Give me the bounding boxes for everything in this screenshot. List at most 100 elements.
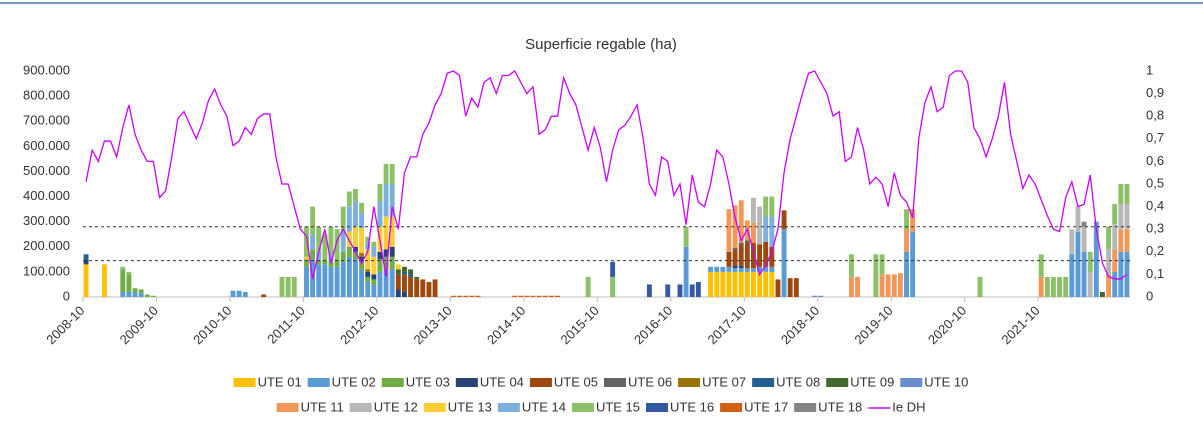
bar-segment xyxy=(1075,206,1081,232)
bar-segment xyxy=(769,216,775,247)
bar-segment xyxy=(304,256,309,260)
bar-segment xyxy=(408,276,414,297)
bar-segment xyxy=(897,273,903,297)
bar-segment xyxy=(101,264,107,297)
x-tick-label: 2009-10 xyxy=(117,303,161,347)
bar-segment xyxy=(383,256,389,270)
bar-segment xyxy=(1044,276,1050,297)
bar-segment xyxy=(383,249,389,257)
bar-segment xyxy=(83,254,89,260)
bar-segment xyxy=(340,251,346,262)
bar-segment xyxy=(365,236,371,242)
bar-segment xyxy=(665,284,671,297)
legend-label: UTE 12 xyxy=(374,399,418,414)
bar-segment xyxy=(328,261,334,267)
bar-segment xyxy=(793,278,799,297)
bar-segment xyxy=(1087,271,1093,297)
bar-segment xyxy=(353,246,358,252)
y2-tick-label: 0,8 xyxy=(1146,108,1164,123)
bar-segment xyxy=(726,266,732,272)
bar-segment xyxy=(353,201,358,227)
y2-tick-label: 0,3 xyxy=(1146,221,1164,236)
bar-segment xyxy=(304,266,309,297)
y-tick-label: 400.000 xyxy=(23,188,70,203)
bar-segment xyxy=(750,243,756,269)
x-tick-label: 2012-10 xyxy=(337,303,381,347)
bar-segment xyxy=(365,271,371,277)
bar-segment xyxy=(389,163,395,184)
y-tick-label: 900.000 xyxy=(23,62,70,77)
bar-segment xyxy=(904,251,909,297)
bar-segment xyxy=(150,295,156,297)
legend-label: UTE 18 xyxy=(818,399,862,414)
bar-segment xyxy=(879,274,885,297)
legend-swatch xyxy=(276,403,299,412)
bar-segment xyxy=(310,249,316,260)
legend-swatch xyxy=(381,378,404,387)
bar-segment xyxy=(750,271,756,297)
bar-segment xyxy=(120,291,126,297)
bar-segment xyxy=(242,291,248,297)
bar-segment xyxy=(714,266,720,272)
bar-segment xyxy=(328,266,334,297)
legend-label: UTE 09 xyxy=(850,374,894,389)
bar-segment xyxy=(383,216,389,250)
bar-segment xyxy=(848,276,854,297)
bar-segment xyxy=(426,281,432,297)
bar-segment xyxy=(316,264,322,297)
legend-swatch xyxy=(423,403,446,412)
bar-segment xyxy=(377,251,383,260)
bar-segment xyxy=(1106,226,1112,250)
legend-label: UTE 10 xyxy=(924,374,968,389)
legend-swatch xyxy=(349,403,372,412)
bar-segment xyxy=(304,226,309,257)
bar-segment xyxy=(910,231,916,297)
bar-segment xyxy=(83,259,89,265)
legend-swatch xyxy=(307,378,330,387)
y2-tick-label: 0,4 xyxy=(1146,198,1164,213)
bar-segment xyxy=(1069,254,1075,297)
bar-segment xyxy=(812,295,818,297)
x-tick-label: 2016-10 xyxy=(631,303,675,347)
bar-segment xyxy=(610,261,616,277)
bar-segment xyxy=(334,259,340,267)
bar-segment xyxy=(1051,276,1056,297)
bar-segment xyxy=(763,266,769,272)
bar-segment xyxy=(1057,276,1063,297)
bar-segment xyxy=(401,291,407,297)
bar-segment xyxy=(744,243,750,269)
bar-segment xyxy=(1081,251,1087,297)
y2-tick-label: 0,5 xyxy=(1146,175,1164,190)
bar-segment xyxy=(714,271,720,297)
bar-segment xyxy=(340,206,346,232)
bar-segment xyxy=(518,295,524,297)
bar-segment xyxy=(873,254,879,297)
bar-segment xyxy=(132,291,138,297)
bar-segment xyxy=(377,271,383,297)
bar-segment xyxy=(469,295,475,297)
legend-swatch xyxy=(720,403,743,412)
bar-segment xyxy=(401,271,407,275)
y-tick-label: 200.000 xyxy=(23,238,70,253)
legend-label: UTE 17 xyxy=(744,399,788,414)
bar-segment xyxy=(138,289,144,294)
x-tick-label: 2014-10 xyxy=(484,303,528,347)
bar-segment xyxy=(757,206,763,245)
bar-segment xyxy=(328,226,334,255)
bar-segment xyxy=(1124,204,1130,230)
bar-segment xyxy=(371,241,377,247)
y2-tick-label: 1 xyxy=(1146,62,1153,77)
bar-segment xyxy=(750,222,756,244)
bar-segment xyxy=(395,264,401,270)
bar-segment xyxy=(732,250,738,266)
legend-label: UTE 05 xyxy=(554,374,598,389)
bar-segment xyxy=(677,284,683,297)
bar-segment xyxy=(683,226,689,247)
bar-segment xyxy=(334,266,340,297)
bar-segment xyxy=(359,256,365,262)
x-tick-label: 2010-10 xyxy=(190,303,234,347)
bar-segment xyxy=(389,216,395,247)
bar-segment xyxy=(310,234,316,250)
bar-segment xyxy=(371,246,377,257)
bar-segment xyxy=(1112,204,1118,225)
